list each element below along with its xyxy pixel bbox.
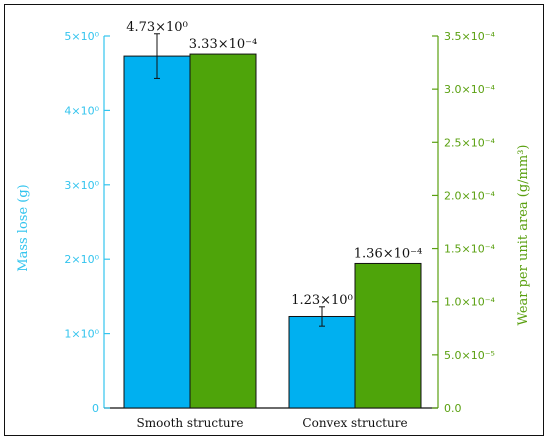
y-right-tick-label: 2.0×10⁻⁴ [444, 189, 496, 202]
y-left-tick-label: 1×10⁰ [64, 328, 99, 341]
y-left-tick-label: 0 [92, 402, 99, 415]
bar [288, 315, 356, 409]
figure-frame [4, 4, 544, 436]
y-left-tick-label: 5×10⁰ [64, 30, 99, 43]
data-label: 3.33×10⁻⁴ [189, 37, 257, 52]
y-axis-left-title: Mass lose (g) [16, 184, 31, 271]
bar [123, 55, 191, 409]
y-left-tick-label: 3×10⁰ [64, 179, 99, 192]
y-right-tick-label: 2.5×10⁻⁴ [444, 136, 496, 149]
x-tick-label: Smooth structure [137, 416, 244, 430]
y-right-tick-label: 3.5×10⁻⁴ [444, 30, 496, 43]
y-left-tick-label: 2×10⁰ [64, 253, 99, 266]
y-right-tick-label: 0.0 [444, 402, 462, 415]
y-right-tick-label: 5.0×10⁻⁵ [444, 349, 495, 362]
y-right-tick-label: 1.0×10⁻⁴ [444, 296, 496, 309]
data-label: 4.73×10⁰ [126, 20, 188, 35]
bar [189, 53, 257, 409]
data-label: 1.23×10⁰ [291, 293, 353, 308]
x-tick-label: Convex structure [302, 416, 407, 430]
data-label: 1.36×10⁻⁴ [354, 246, 422, 261]
y-axis-right-title: Wear per unit area (g/mm³) [516, 145, 531, 326]
y-right-tick-label: 3.0×10⁻⁴ [444, 83, 496, 96]
y-right-tick-label: 1.5×10⁻⁴ [444, 243, 496, 256]
y-left-tick-label: 4×10⁰ [64, 104, 99, 117]
bar [354, 262, 422, 409]
